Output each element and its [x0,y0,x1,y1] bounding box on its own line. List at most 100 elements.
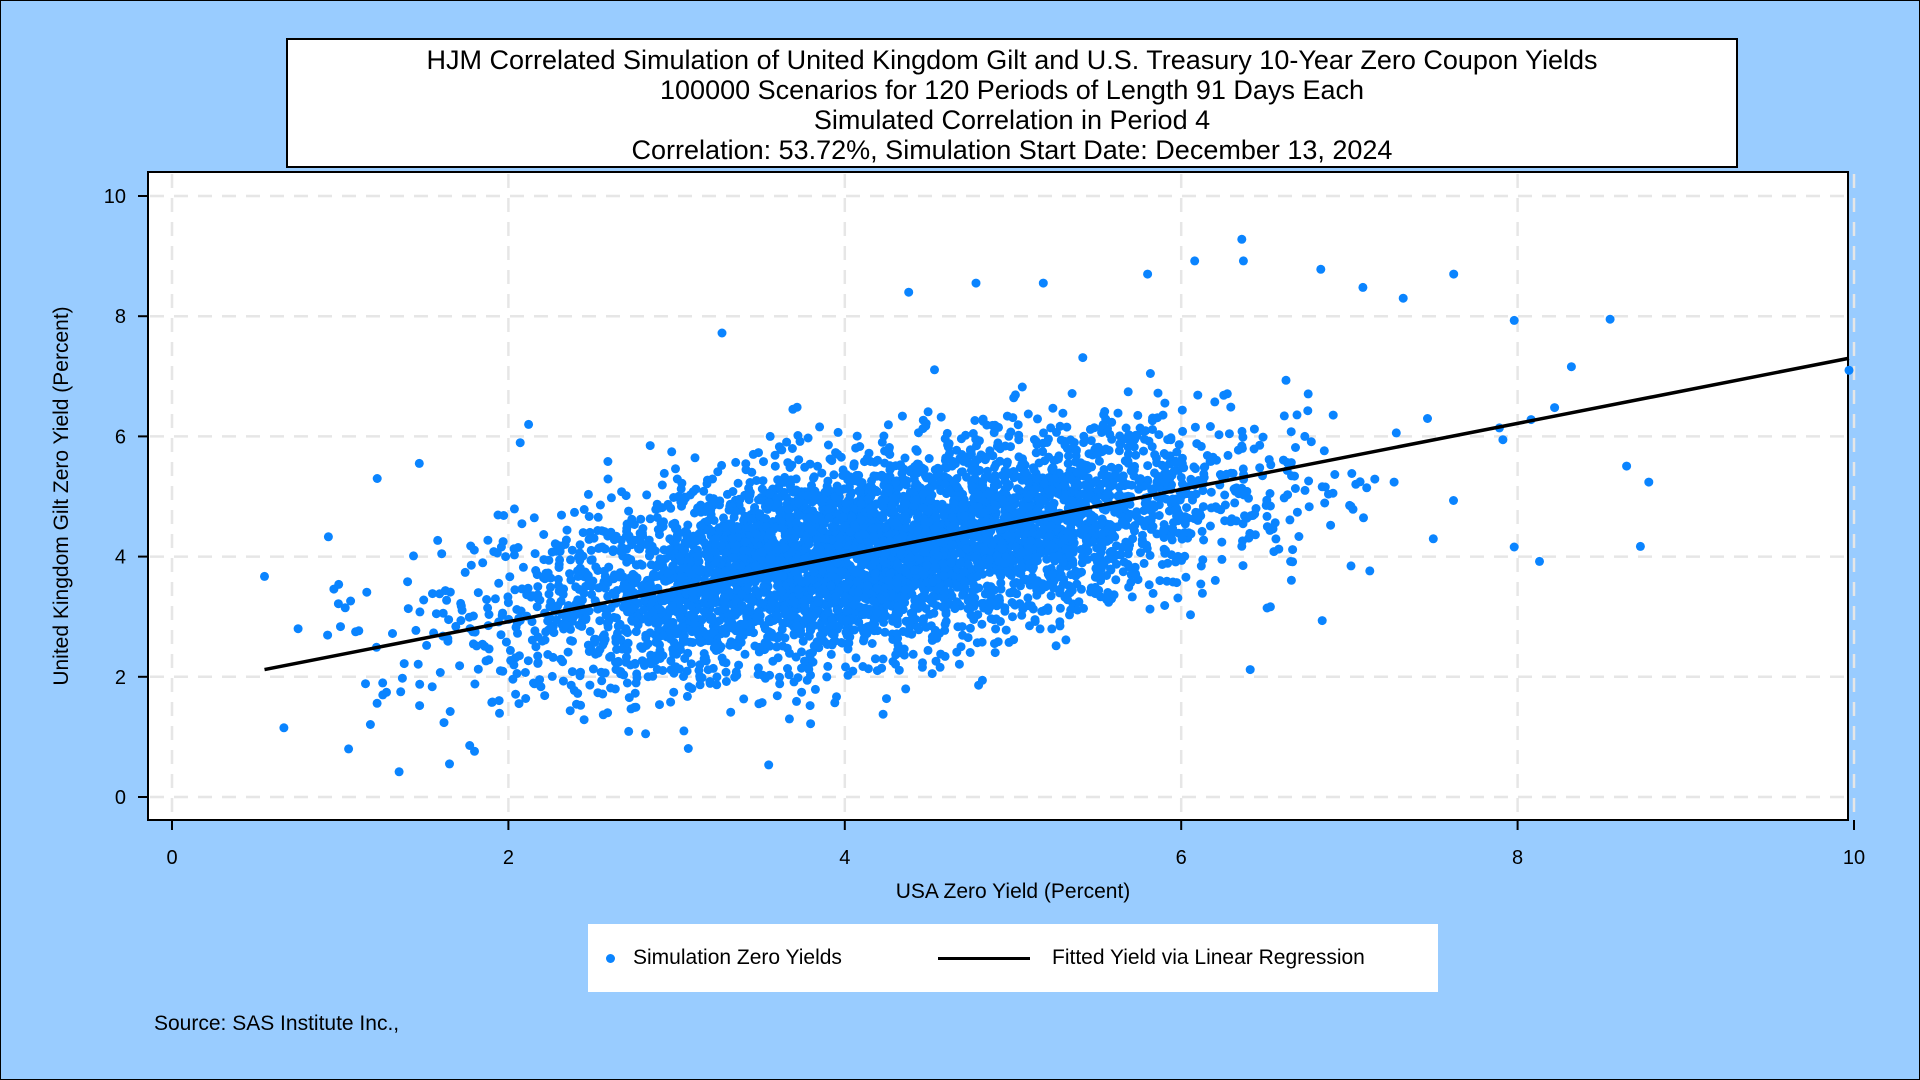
scatter-point [1106,462,1116,472]
scatter-point [1281,375,1291,385]
scatter-point [531,566,541,575]
scatter-point [995,456,1005,466]
scatter-point [795,436,805,446]
scatter-point [505,572,515,582]
scatter-point [1140,434,1149,444]
scatter-point [828,522,838,532]
scatter-point [862,581,872,590]
scatter-point [1008,612,1017,622]
y-tick-label: 0 [115,787,126,809]
scatter-point [603,457,613,466]
scatter-point [911,495,921,505]
scatter-point [1064,451,1073,461]
scatter-point [982,452,992,462]
scatter-point [862,453,872,463]
scatter-point [758,476,768,486]
scatter-point [1029,465,1039,475]
scatter-point [849,459,859,469]
scatter-point [1058,408,1068,418]
scatter-point [975,465,985,475]
scatter-point [892,629,902,639]
scatter-point [963,633,973,643]
scatter-point [603,708,613,718]
scatter-point [894,665,904,675]
scatter-point [888,494,898,503]
y-tick-label: 2 [115,667,126,689]
scatter-point [415,701,425,711]
scatter-point [687,684,697,693]
scatter-point [763,639,773,649]
scatter-point [1159,526,1169,536]
scatter-point [1320,498,1330,508]
scatter-point [1217,537,1227,547]
scatter-point [1498,435,1508,445]
scatter-point [876,511,886,521]
scatter-point [624,726,634,736]
scatter-point [1013,420,1023,430]
scatter-point [1205,422,1215,431]
scatter-point [826,564,836,574]
scatter-point [990,462,999,472]
scatter-point [1217,554,1227,564]
scatter-point [901,499,911,509]
scatter-point [754,642,764,652]
scatter-point [822,639,832,649]
scatter-point [896,533,906,543]
scatter-point [943,440,953,450]
scatter-point [1118,471,1128,481]
scatter-point [641,630,651,640]
scatter-point [973,571,982,581]
scatter-point [813,597,823,607]
scatter-point [1230,486,1240,496]
scatter-point [1154,430,1164,440]
scatter-point [745,602,755,612]
scatter-point [783,664,792,673]
scatter-point [1062,443,1072,453]
scatter-point [1169,518,1178,527]
scatter-point [615,619,625,629]
scatter-point [1134,484,1144,494]
scatter-point [1177,534,1187,544]
scatter-point [764,760,774,770]
scatter-point [810,684,820,694]
scatter-point [791,474,801,484]
scatter-point [932,633,942,643]
scatter-point [755,511,765,521]
scatter-point [720,548,730,558]
scatter-point [1178,426,1188,436]
scatter-point [838,465,848,475]
scatter-point [514,651,524,661]
scatter-point [924,454,934,463]
scatter-point [960,455,970,465]
scatter-point [676,484,686,494]
scatter-point [753,670,763,679]
scatter-point [659,468,669,478]
scatter-point [897,411,907,421]
scatter-point [953,622,963,632]
scatter-point [590,637,600,647]
scatter-point [1249,424,1259,434]
scatter-point [686,659,696,669]
scatter-point [1127,592,1137,602]
scatter-point [947,539,957,549]
scatter-point [657,480,667,490]
scatter-point [1237,541,1247,551]
scatter-point [547,671,557,681]
scatter-point [851,653,861,663]
scatter-point [968,429,978,438]
scatter-point [952,445,962,455]
scatter-point [1286,575,1296,585]
x-tick-label: 6 [1176,847,1187,869]
scatter-point [1108,503,1118,513]
scatter-point [690,613,699,623]
scatter-point [982,466,992,476]
scatter-point [1113,522,1123,532]
scatter-point [760,587,770,597]
scatter-point [498,608,508,618]
scatter-point [1319,446,1329,456]
scatter-point [1065,610,1074,620]
scatter-point [445,707,455,716]
scatter-point [693,503,703,513]
scatter-point [991,624,1001,634]
scatter-point [887,591,897,601]
